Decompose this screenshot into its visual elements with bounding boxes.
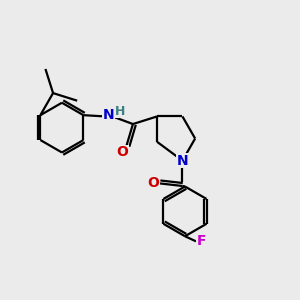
Text: N: N [103, 108, 115, 122]
Text: H: H [115, 105, 125, 118]
Text: O: O [148, 176, 159, 190]
Text: O: O [117, 146, 128, 159]
Text: N: N [177, 154, 188, 168]
Text: F: F [197, 234, 207, 248]
